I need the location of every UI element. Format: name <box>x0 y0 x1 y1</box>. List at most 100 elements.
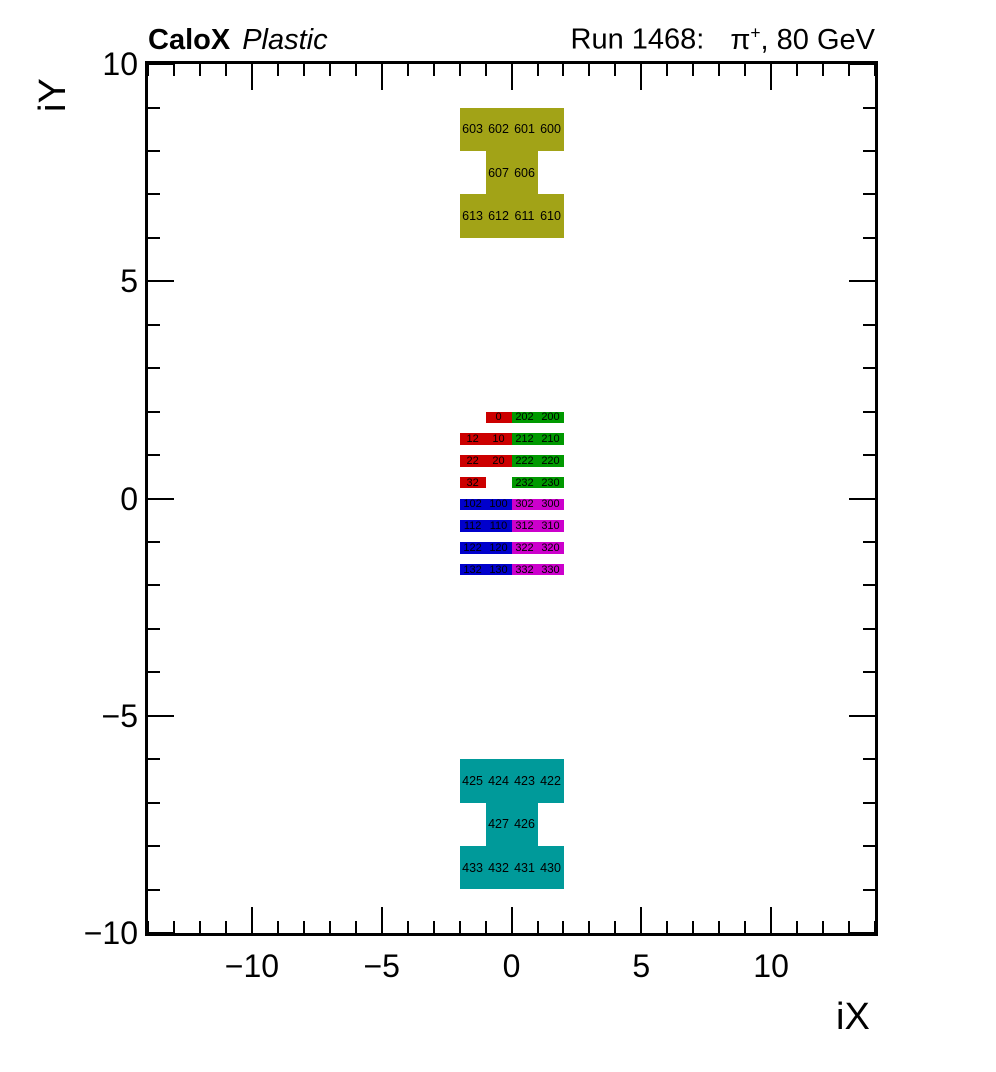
axis-tick <box>770 907 773 933</box>
cell-id-label: 232 <box>515 476 534 489</box>
detector-cell-312: 312 <box>511 520 538 532</box>
axis-tick <box>276 921 279 933</box>
axis-tick <box>614 64 617 76</box>
detector-cell-424: 424 <box>485 759 512 803</box>
axis-tick <box>562 64 565 76</box>
axis-tick <box>148 63 174 65</box>
axis-tick <box>148 106 160 109</box>
cell-id-label: 610 <box>540 209 561 224</box>
axis-tick <box>148 497 174 500</box>
detector-cell-22: 22 <box>459 454 486 467</box>
axis-tick <box>744 64 747 76</box>
axis-tick <box>744 921 747 933</box>
detector-cell-601: 601 <box>511 107 538 151</box>
experiment-name: CaloX <box>148 23 231 56</box>
axis-tick <box>822 64 825 76</box>
cell-id-label: 601 <box>514 122 535 137</box>
cell-id-label: 430 <box>540 860 561 875</box>
axis-tick <box>484 921 487 933</box>
cell-id-label: 606 <box>514 165 535 180</box>
axis-tick <box>328 921 331 933</box>
axis-tick <box>380 907 383 933</box>
detector-cell-422: 422 <box>537 759 564 803</box>
axis-tick <box>510 907 513 933</box>
detector-cell-300: 300 <box>537 498 564 511</box>
axis-tick <box>863 801 875 804</box>
axis-tick <box>874 921 876 933</box>
cell-id-label: 423 <box>514 773 535 788</box>
axis-tick <box>148 193 160 196</box>
cell-id-label: 22 <box>466 454 479 467</box>
cell-id-label: 607 <box>488 165 509 180</box>
detector-label: Plastic <box>242 23 328 56</box>
axis-tick <box>148 627 160 630</box>
detector-cell-132: 132 <box>459 564 486 576</box>
cell-id-label: 424 <box>488 773 509 788</box>
axis-tick <box>198 64 201 76</box>
axis-tick <box>147 921 149 933</box>
axis-tick <box>354 64 357 76</box>
x-tick-label: −5 <box>363 948 400 984</box>
detector-cell-612: 612 <box>485 194 512 238</box>
axis-tick <box>302 64 305 76</box>
axis-tick <box>458 64 461 76</box>
cell-id-label: 102 <box>463 498 482 511</box>
cell-id-label: 32 <box>466 476 479 489</box>
axis-tick <box>148 367 160 370</box>
detector-cell-610: 610 <box>537 194 564 238</box>
cell-id-label: 110 <box>489 520 508 533</box>
axis-tick <box>770 64 773 90</box>
axis-tick <box>863 236 875 239</box>
cell-id-label: 431 <box>514 860 535 875</box>
detector-cell-427: 427 <box>485 802 512 847</box>
axis-tick <box>666 921 669 933</box>
detector-cell-32: 32 <box>459 476 486 489</box>
detector-cell-200: 200 <box>537 411 564 424</box>
axis-tick <box>173 64 175 76</box>
axis-tick <box>849 497 875 500</box>
axis-tick <box>198 921 201 933</box>
axis-tick <box>148 845 160 848</box>
axis-tick <box>276 64 279 76</box>
cell-id-label: 300 <box>541 498 560 511</box>
detector-cell-302: 302 <box>511 498 538 510</box>
run-label: Run 1468: <box>570 23 705 56</box>
detector-cell-232: 232 <box>511 476 538 489</box>
axis-tick <box>863 193 875 196</box>
detector-cell-332: 332 <box>511 564 538 576</box>
detector-cell-322: 322 <box>511 542 538 554</box>
cell-id-label: 100 <box>489 498 508 511</box>
axis-tick <box>863 454 875 457</box>
axis-tick <box>148 758 160 761</box>
detector-cell-220: 220 <box>537 455 564 467</box>
axis-tick <box>863 410 875 413</box>
cell-id-label: 612 <box>488 209 509 224</box>
axis-tick <box>458 921 461 933</box>
cell-id-label: 422 <box>540 773 561 788</box>
detector-cell-12: 12 <box>459 433 486 446</box>
axis-tick <box>148 932 174 934</box>
detector-cell-120: 120 <box>485 542 512 554</box>
axis-tick <box>640 64 643 90</box>
axis-tick <box>148 149 160 152</box>
cell-id-label: 20 <box>492 454 505 467</box>
cell-id-label: 426 <box>514 817 535 832</box>
detector-cell-110: 110 <box>485 520 512 533</box>
axis-tick <box>863 845 875 848</box>
cell-id-label: 433 <box>462 860 484 875</box>
detector-cell-426: 426 <box>511 802 538 847</box>
axis-tick <box>692 921 695 933</box>
detector-cell-210: 210 <box>537 433 564 446</box>
cell-id-label: 603 <box>462 122 484 137</box>
cell-id-label: 210 <box>541 433 560 446</box>
x-tick-label: 10 <box>753 948 789 984</box>
axis-tick <box>822 921 825 933</box>
axis-tick <box>224 921 227 933</box>
cell-id-label: 200 <box>541 411 560 424</box>
cell-id-label: 12 <box>466 433 479 446</box>
axis-tick <box>863 584 875 587</box>
detector-cell-433: 433 <box>459 846 486 890</box>
axis-tick <box>173 921 175 933</box>
detector-cell-611: 611 <box>511 194 538 238</box>
